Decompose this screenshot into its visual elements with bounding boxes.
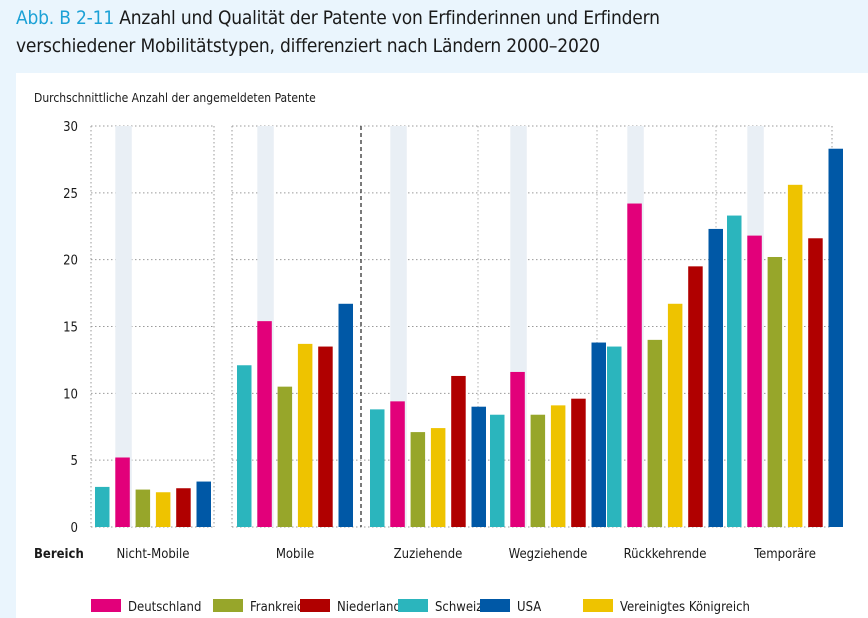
title-line-2: verschiedener Mobilitätstypen, differenz… xyxy=(16,35,600,57)
legend-item: Schweiz xyxy=(398,599,482,615)
bars xyxy=(95,148,843,527)
y-tick-label: 15 xyxy=(63,321,78,336)
bar-frankreich-wegziehende xyxy=(530,414,546,527)
bar-deutschland-rückkehrende xyxy=(627,203,642,527)
bar-deutschland-temporäre xyxy=(747,235,762,527)
y-ticks: 0 5 10 15 20 25 30 xyxy=(63,120,78,536)
bar-vereinigtes-königreich-temporäre xyxy=(787,184,803,527)
bar-usa-wegziehende xyxy=(591,342,606,527)
legend-label: USA xyxy=(517,600,541,615)
y-tick-label: 30 xyxy=(63,120,78,135)
bar-usa-rückkehrende xyxy=(708,228,723,527)
bar-usa-zuziehende xyxy=(471,406,486,527)
highlight-band xyxy=(115,126,132,527)
legend-item: Frankreich xyxy=(213,599,311,615)
category-label: Wegziehende xyxy=(509,547,588,562)
x-axis-label: Bereich xyxy=(34,547,84,562)
category-label: Rückkehrende xyxy=(624,547,707,562)
bar-frankreich-nicht-mobile xyxy=(135,489,151,527)
legend-label: Deutschland xyxy=(128,600,201,615)
legend-swatch xyxy=(213,599,243,612)
bar-deutschland-wegziehende xyxy=(510,371,525,527)
figure-title: Abb. B 2-11 Anzahl und Qualität der Pate… xyxy=(16,4,660,60)
legend-label: Frankreich xyxy=(250,600,311,615)
legend-item: Vereinigtes Königreich xyxy=(583,599,750,615)
category-label: Nicht-Mobile xyxy=(116,547,189,562)
bar-deutschland-mobile xyxy=(257,321,272,527)
chart-panel xyxy=(16,73,868,618)
bar-schweiz-rückkehrende xyxy=(607,346,622,527)
bar-niederlande-temporäre xyxy=(808,238,823,527)
bar-niederlande-zuziehende xyxy=(451,375,466,527)
category-label: Mobile xyxy=(276,547,314,562)
bar-schweiz-temporäre xyxy=(727,215,742,527)
y-tick-label: 10 xyxy=(63,387,78,402)
figure-number: Abb. B 2-11 xyxy=(16,7,114,29)
bar-schweiz-mobile xyxy=(237,365,252,527)
bar-vereinigtes-königreich-zuziehende xyxy=(430,428,446,527)
legend-label: Niederlande xyxy=(337,600,408,615)
bar-schweiz-nicht-mobile xyxy=(95,486,110,527)
y-tick-label: 20 xyxy=(63,254,78,269)
bar-niederlande-nicht-mobile xyxy=(176,488,191,527)
bar-deutschland-zuziehende xyxy=(390,401,405,527)
legend-item: Deutschland xyxy=(91,599,201,615)
bar-usa-temporäre xyxy=(828,148,843,527)
legend-swatch xyxy=(583,599,613,612)
bar-vereinigtes-königreich-nicht-mobile xyxy=(155,492,171,527)
bar-frankreich-rückkehrende xyxy=(647,339,663,527)
bar-vereinigtes-königreich-rückkehrende xyxy=(667,303,683,527)
legend-label: Vereinigtes Königreich xyxy=(620,600,750,615)
bar-frankreich-temporäre xyxy=(767,256,783,527)
bar-schweiz-wegziehende xyxy=(490,414,505,527)
bar-frankreich-zuziehende xyxy=(410,432,426,527)
legend-item: Niederlande xyxy=(300,599,408,615)
category-label: Temporäre xyxy=(753,547,816,562)
bar-vereinigtes-königreich-wegziehende xyxy=(550,405,566,527)
bar-vereinigtes-königreich-mobile xyxy=(297,343,313,527)
category-labels: Nicht-Mobile Mobile Zuziehende Wegziehende R… xyxy=(116,547,815,562)
y-axis-label: Durchschnittliche Anzahl der angemeldete… xyxy=(34,91,316,105)
legend-swatch xyxy=(398,599,428,612)
legend-item: USA xyxy=(480,599,541,615)
bar-niederlande-mobile xyxy=(318,346,333,527)
category-label: Zuziehende xyxy=(394,547,463,562)
legend-swatch xyxy=(480,599,510,612)
legend-label: Schweiz xyxy=(435,600,482,615)
legend-swatch xyxy=(300,599,330,612)
title-line-1: Anzahl und Qualität der Patente von Erfi… xyxy=(119,7,660,29)
y-tick-label: 5 xyxy=(71,454,78,469)
legend: Deutschland Frankreich Niederlande Schweiz U… xyxy=(91,599,750,615)
bar-schweiz-zuziehende xyxy=(370,409,385,527)
bar-usa-mobile xyxy=(338,303,353,527)
bar-niederlande-rückkehrende xyxy=(688,266,703,527)
legend-swatch xyxy=(91,599,121,612)
bar-deutschland-nicht-mobile xyxy=(115,457,130,527)
bar-niederlande-wegziehende xyxy=(571,398,586,527)
y-tick-label: 25 xyxy=(63,187,78,202)
bar-frankreich-mobile xyxy=(277,386,293,527)
y-tick-label: 0 xyxy=(71,521,78,536)
bar-usa-nicht-mobile xyxy=(196,481,211,527)
